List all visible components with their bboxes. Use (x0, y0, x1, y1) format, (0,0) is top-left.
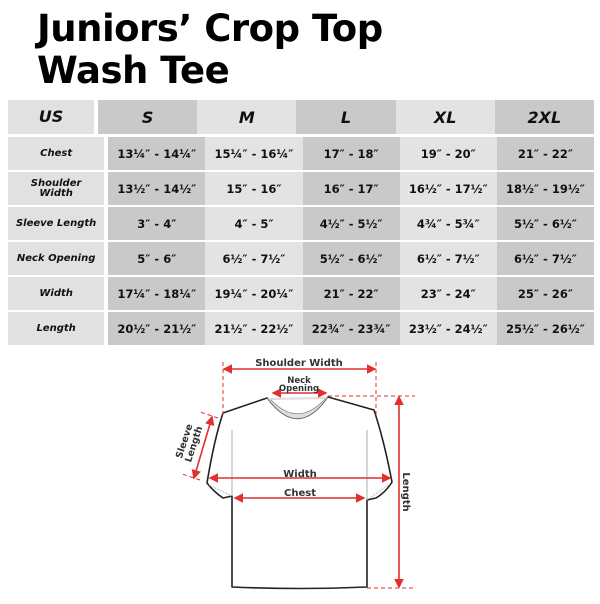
measurement-cell: 4¾″ - 5¾″ (399, 207, 497, 240)
sleeve-length-arrow (191, 415, 215, 480)
neck-opening-label-1: Neck (287, 376, 311, 386)
table-row: Length 20½″ - 21½″ 21½″ - 22½″ 22¾″ - 23¾″ 2… (8, 312, 595, 345)
measurement-cell: 22¾″ - 23¾″ (302, 312, 400, 345)
measurement-cell: 21½″ - 22½″ (205, 312, 303, 345)
header-region: US (8, 100, 94, 134)
row-label: Length (8, 312, 105, 345)
row-label: Shoulder Width (8, 172, 105, 205)
table-row: Width 17¼″ - 18¼″ 19¼″ - 20¼″ 21″ - 22″ 23″ … (8, 277, 595, 310)
measurement-cell: 5″ - 6″ (108, 242, 206, 275)
measurement-cell: 17″ - 18″ (302, 137, 400, 170)
measurement-cell: 19″ - 20″ (399, 137, 497, 170)
header-size: 2XL (494, 100, 594, 134)
title-line-2: Wash Tee (37, 49, 230, 92)
measurement-cell: 5½″ - 6½″ (302, 242, 400, 275)
row-label: Sleeve Length (8, 207, 105, 240)
table-row: Shoulder Width 13½″ - 14½″ 15″ - 16″ 16″ - … (8, 172, 595, 205)
tshirt-diagram: Shoulder Width Neck Opening Width Chest … (174, 358, 415, 590)
table-row: Sleeve Length 3″ - 4″ 4″ - 5″ 4½″ - 5½″ 4¾″ … (8, 207, 595, 240)
page-title: Juniors’ Crop Top Wash Tee (37, 8, 383, 92)
row-label: Width (8, 277, 105, 310)
table-row: Neck Opening 5″ - 6″ 6½″ - 7½″ 5½″ - 6½″ 6½″… (8, 242, 595, 275)
measurement-cell: 23″ - 24″ (399, 277, 497, 310)
measurement-cell: 21″ - 22″ (302, 277, 400, 310)
length-label: Length (400, 472, 411, 511)
measurement-cell: 25″ - 26″ (496, 277, 595, 310)
measurement-cell: 21″ - 22″ (496, 137, 595, 170)
measurement-cell: 23½″ - 24½″ (399, 312, 497, 345)
measurement-cell: 17¼″ - 18¼″ (108, 277, 206, 310)
measurement-cell: 16½″ - 17½″ (399, 172, 497, 205)
measurement-cell: 19¼″ - 20¼″ (205, 277, 303, 310)
measurement-diagram: Shoulder Width Neck Opening Width Chest … (0, 350, 600, 600)
measurement-cell: 16″ - 17″ (302, 172, 400, 205)
measurement-cell: 4″ - 5″ (205, 207, 303, 240)
measurement-cell: 15¼″ - 16¼″ (205, 137, 303, 170)
measurement-cell: 6½″ - 7½″ (496, 242, 595, 275)
measurement-cell: 25½″ - 26½″ (496, 312, 595, 345)
measurement-cell: 18½″ - 19½″ (496, 172, 595, 205)
measurement-arrows (191, 364, 404, 589)
shoulder-width-label: Shoulder Width (255, 358, 343, 369)
table-row: Chest 13¼″ - 14¼″ 15¼″ - 16¼″ 17″ - 18″ 19″ … (8, 137, 595, 170)
chest-label: Chest (284, 488, 316, 499)
row-label: Neck Opening (8, 242, 105, 275)
measurement-cell: 20½″ - 21½″ (108, 312, 206, 345)
measurement-cell: 6½″ - 7½″ (205, 242, 303, 275)
measurement-cell: 13½″ - 14½″ (108, 172, 206, 205)
measurement-cell: 3″ - 4″ (108, 207, 206, 240)
tshirt-outline-icon (206, 396, 393, 590)
header-size: M (197, 100, 297, 134)
measurement-cell: 6½″ - 7½″ (399, 242, 497, 275)
header-size: XL (395, 100, 495, 134)
neck-opening-label-2: Opening (279, 384, 319, 394)
measurement-cell: 4½″ - 5½″ (302, 207, 400, 240)
header-size: S (98, 100, 198, 134)
row-label: Chest (8, 137, 105, 170)
header-size: L (296, 100, 396, 134)
width-label: Width (283, 469, 317, 480)
table-header-row: US S M L XL 2XL (8, 100, 594, 134)
size-chart-table: US S M L XL 2XL Chest 13¼″ - 14¼″ 15¼″ - 16¼″ 17″… (8, 100, 595, 347)
title-line-1: Juniors’ Crop Top (37, 7, 383, 50)
measurement-cell: 13¼″ - 14¼″ (108, 137, 206, 170)
measurement-cell: 5½″ - 6½″ (496, 207, 595, 240)
measurement-cell: 15″ - 16″ (205, 172, 303, 205)
